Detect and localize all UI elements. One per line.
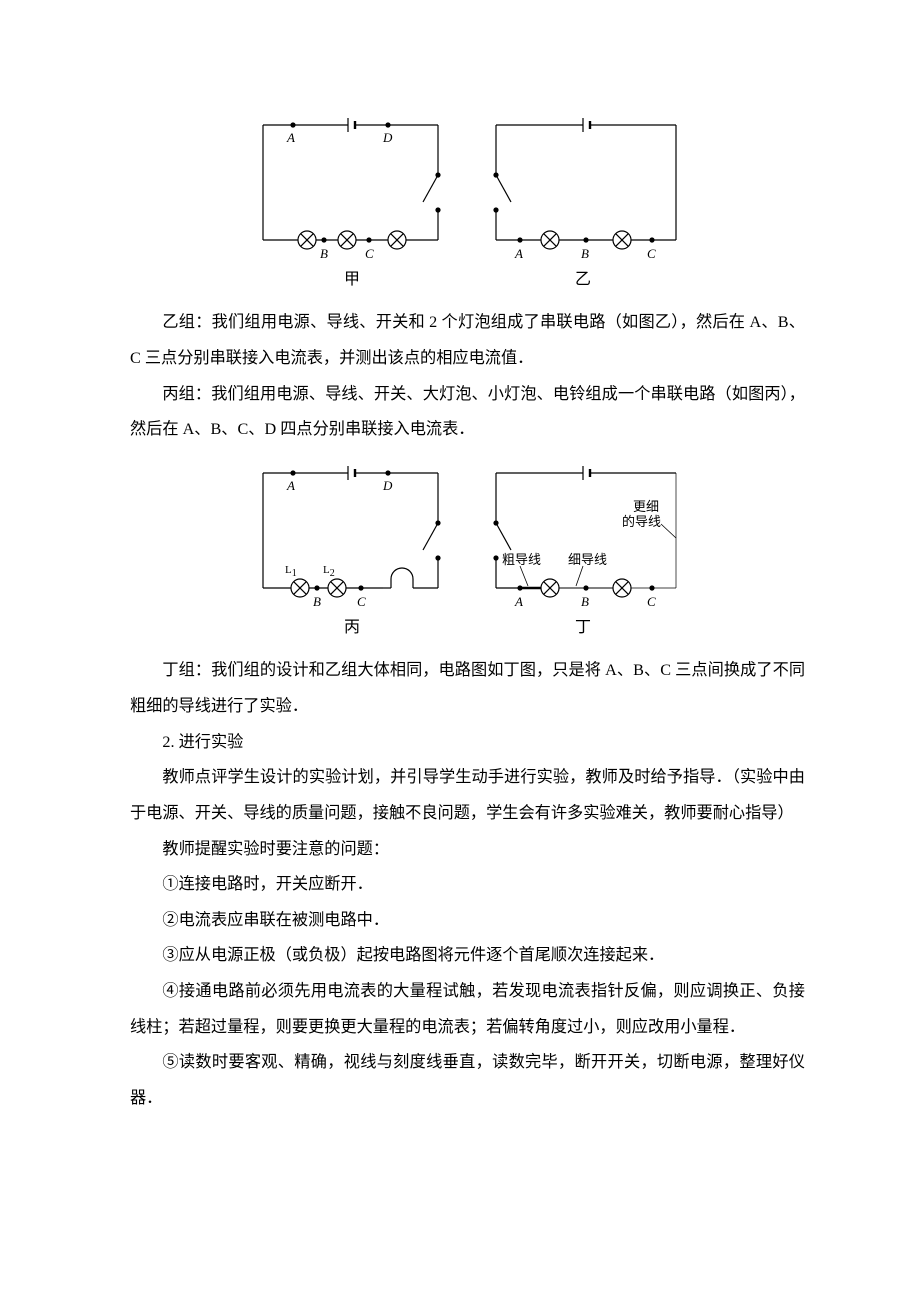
circuit-bing: A D B C L1 L2 xyxy=(243,458,458,613)
caption-ding: 丁 xyxy=(575,617,591,639)
label-thin-wire: 细导线 xyxy=(568,552,607,567)
paragraph-ding-group: 丁组：我们组的设计和乙组大体相同，电路图如丁图，只是将 A、B、C 三点间换成了… xyxy=(130,653,805,724)
label-D: D xyxy=(382,478,393,493)
figure-row-2: A D B C L1 L2 xyxy=(130,458,805,613)
caption-yi: 乙 xyxy=(575,269,591,291)
label-thick-wire: 粗导线 xyxy=(502,552,541,567)
circuit-yi: A B C xyxy=(478,110,693,265)
caption-bing: 丙 xyxy=(344,617,360,639)
label-B: B xyxy=(581,594,589,609)
label-A: A xyxy=(286,130,295,145)
caption-row-1: 甲 乙 xyxy=(130,269,805,291)
paragraph-note-4: ④接通电路前必须先用电流表的大量程试触，若发现电流表指针反偏，则应调换正、负接线… xyxy=(130,974,805,1045)
paragraph-bing-group: 丙组：我们组用电源、导线、开关、大灯泡、小灯泡、电铃组成一个串联电路（如图丙），… xyxy=(130,377,805,448)
paragraph-note-3: ③应从电源正极（或负极）起按电路图将元件逐个首尾顺次连接起来． xyxy=(130,938,805,974)
label-A: A xyxy=(514,246,523,261)
label-A: A xyxy=(514,594,523,609)
label-thinner-wire-1: 更细 xyxy=(633,499,659,514)
document-page: A D B C xyxy=(0,0,920,1302)
label-C: C xyxy=(365,246,374,261)
label-B: B xyxy=(320,246,328,261)
label-D: D xyxy=(382,130,393,145)
circuit-ding: A B C 粗导线 细导线 更细 的导线 xyxy=(478,458,693,613)
paragraph-teacher-remind: 教师提醒实验时要注意的问题： xyxy=(130,832,805,868)
label-L1: L1 xyxy=(285,564,297,579)
caption-jia: 甲 xyxy=(344,269,360,291)
label-thinner-wire-2: 的导线 xyxy=(622,514,661,529)
label-B: B xyxy=(581,246,589,261)
paragraph-note-2: ②电流表应串联在被测电路中． xyxy=(130,903,805,939)
paragraph-note-1: ①连接电路时，开关应断开． xyxy=(130,867,805,903)
label-C: C xyxy=(647,246,656,261)
paragraph-section-2: 2. 进行实验 xyxy=(130,725,805,761)
label-B: B xyxy=(313,594,321,609)
figure-row-1: A D B C xyxy=(130,110,805,265)
paragraph-note-5: ⑤读数时要客观、精确，视线与刻度线垂直，读数完毕，断开开关，切断电源，整理好仪器… xyxy=(130,1045,805,1116)
caption-row-2: 丙 丁 xyxy=(130,617,805,639)
paragraph-yi-group: 乙组：我们组用电源、导线、开关和 2 个灯泡组成了串联电路（如图乙），然后在 A… xyxy=(130,305,805,376)
circuit-jia: A D B C xyxy=(243,110,458,265)
label-C: C xyxy=(647,594,656,609)
label-C: C xyxy=(357,594,366,609)
paragraph-teacher-review: 教师点评学生设计的实验计划，并引导学生动手进行实验，教师及时给予指导．（实验中由… xyxy=(130,760,805,831)
label-L2: L2 xyxy=(323,564,335,579)
label-A: A xyxy=(286,478,295,493)
